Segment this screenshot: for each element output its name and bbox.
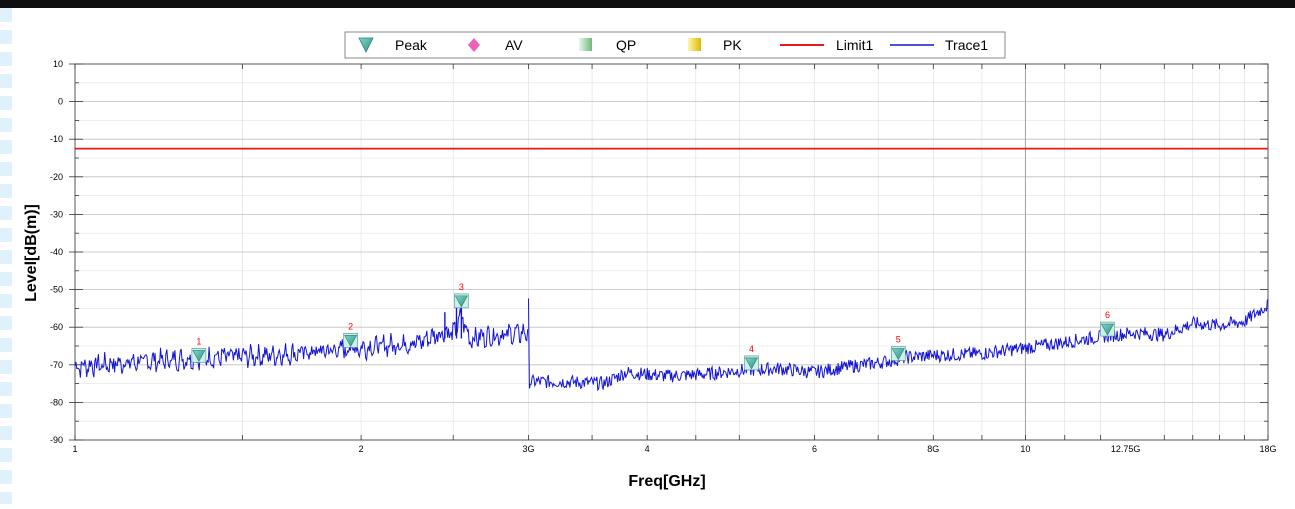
peak-marker-icon [454, 295, 468, 308]
left-decoration [0, 8, 12, 504]
x-tick-label: 10 [1020, 444, 1030, 454]
legend-pk-icon [688, 38, 701, 51]
legend-av-label: AV [505, 37, 523, 53]
legend: Peak AV QP PK Limit1 Trace1 [344, 31, 1006, 59]
x-tick-label: 2 [359, 444, 364, 454]
peak-marker-icon [192, 350, 206, 363]
legend-peak-label: Peak [395, 37, 428, 53]
plot-area: 10 0 -10 -20 -30 -40 -50 -60 -70 -80 -90 1 2 3G 4 6 8G 10… [50, 59, 1277, 454]
y-tick-label: -50 [50, 285, 63, 295]
legend-av-icon [468, 38, 480, 52]
x-tick-label: 6 [812, 444, 817, 454]
legend-qp-icon [579, 38, 592, 51]
y-tick-label: 0 [58, 97, 63, 107]
x-tick-label: 3G [522, 444, 534, 454]
x-axis-title: Freq[GHz] [628, 473, 705, 490]
emission-chart: Peak AV QP PK Limit1 Trace1 Freq[GHz] Le… [23, 31, 1277, 490]
y-tick-label: -90 [50, 435, 63, 445]
x-tick-label: 1 [72, 444, 77, 454]
y-tick-label: -10 [50, 134, 63, 144]
peak-marker-icon [1100, 323, 1114, 336]
x-tick-label: 18G [1259, 444, 1276, 454]
y-tick-label: -70 [50, 360, 63, 370]
legend-trace1-label: Trace1 [945, 37, 988, 53]
legend-pk-label: PK [723, 37, 742, 53]
x-tick-label: 12.75G [1111, 444, 1141, 454]
peak-marker-label: 5 [896, 335, 901, 345]
y-tick-label: -20 [50, 172, 63, 182]
peak-marker-label: 3 [459, 282, 464, 292]
trace1-segment-1 [74, 308, 529, 378]
peak-marker-label: 6 [1105, 310, 1110, 320]
legend-limit1-label: Limit1 [836, 37, 874, 53]
peak-marker-label: 4 [749, 344, 754, 354]
y-tick-label: 10 [53, 59, 63, 69]
trace1-segment-2 [528, 298, 1268, 392]
window-top-bar [0, 0, 1295, 8]
peak-marker-label: 1 [196, 336, 201, 346]
x-tick-label: 4 [645, 444, 650, 454]
y-tick-label: -60 [50, 322, 63, 332]
y-tick-label: -80 [50, 397, 63, 407]
peak-marker-label: 2 [348, 321, 353, 331]
legend-peak-icon [358, 37, 374, 53]
legend-qp-label: QP [616, 37, 636, 53]
chart-panel: Peak AV QP PK Limit1 Trace1 Freq[GHz] Le… [12, 8, 1295, 504]
peak-marker-icon [891, 348, 905, 361]
peak-marker-icon [744, 357, 759, 370]
peak-marker-icon [344, 335, 358, 347]
x-tick-label: 8G [927, 444, 939, 454]
y-axis-title: Level[dB(m)] [23, 204, 40, 302]
y-tick-label: -30 [50, 209, 63, 219]
y-tick-label: -40 [50, 247, 63, 257]
